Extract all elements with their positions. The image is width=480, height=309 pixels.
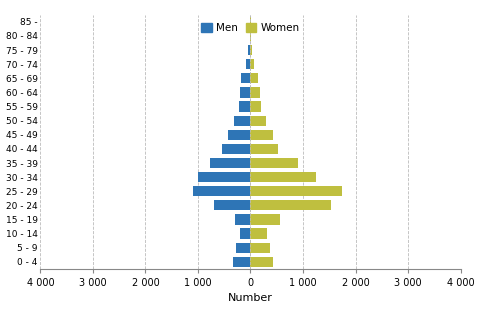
Bar <box>251 144 278 154</box>
Bar <box>192 186 251 196</box>
Bar <box>251 101 261 112</box>
Bar <box>251 243 270 253</box>
Bar <box>251 73 258 83</box>
Bar <box>251 257 273 267</box>
Bar <box>251 172 316 182</box>
Bar <box>251 214 280 225</box>
Bar <box>240 87 251 98</box>
Bar <box>228 130 251 140</box>
Bar <box>222 144 251 154</box>
Bar <box>198 172 251 182</box>
Bar <box>233 257 251 267</box>
Bar <box>214 200 251 210</box>
Bar <box>248 45 251 55</box>
Bar <box>240 228 251 239</box>
Bar <box>251 116 266 126</box>
Bar <box>251 87 260 98</box>
X-axis label: Number: Number <box>228 294 273 303</box>
Bar <box>209 158 251 168</box>
Bar <box>235 214 251 225</box>
Bar <box>251 158 298 168</box>
Bar <box>251 228 267 239</box>
Bar <box>236 243 251 253</box>
Bar <box>251 200 331 210</box>
Bar <box>251 130 273 140</box>
Bar <box>239 101 251 112</box>
Bar <box>251 186 342 196</box>
Legend: Men, Women: Men, Women <box>198 20 303 36</box>
Bar <box>246 59 251 69</box>
Bar <box>251 59 254 69</box>
Bar <box>241 73 251 83</box>
Bar <box>251 45 252 55</box>
Bar <box>234 116 251 126</box>
